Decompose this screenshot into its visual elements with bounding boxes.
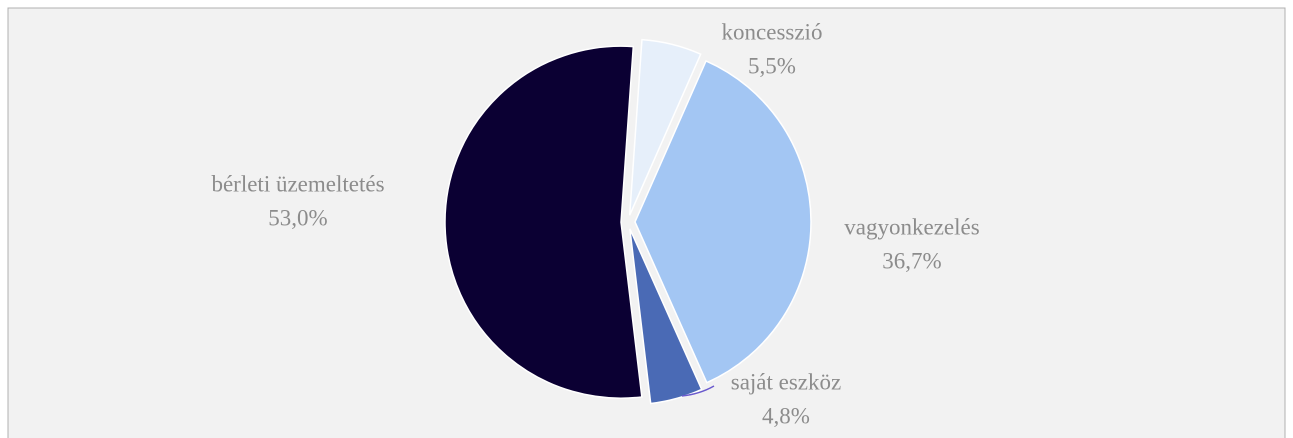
labels: koncesszió 5,5% vagyonkezelés 36,7% saját es… — [211, 19, 979, 428]
pie-slice — [629, 228, 703, 405]
pie-slice — [444, 45, 643, 399]
slice-value-label: 53,0% — [268, 205, 327, 230]
slice-value-label: 36,7% — [882, 248, 941, 273]
slice-label: vagyonkezelés — [844, 214, 979, 239]
slice-value-label: 5,5% — [748, 53, 796, 78]
slice-value-label: 4,8% — [762, 403, 810, 428]
slice-label: koncesszió — [722, 19, 823, 44]
pie — [444, 38, 812, 405]
pie-slice — [628, 38, 702, 216]
slice-label: saját eszköz — [731, 369, 841, 394]
pie-slice — [634, 59, 812, 384]
slice-label: bérleti üzemeltetés — [211, 171, 384, 196]
leader-line — [681, 385, 715, 397]
